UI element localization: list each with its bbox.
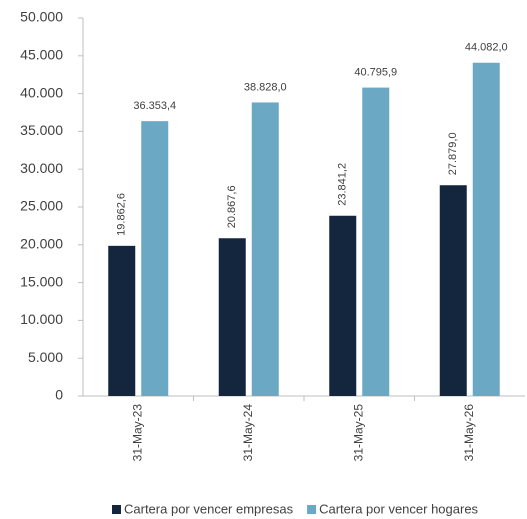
y-tick-label: 20.000 — [20, 236, 63, 252]
y-tick-label: 5.000 — [28, 349, 63, 365]
bar — [472, 62, 500, 396]
y-tick-label: 25.000 — [20, 198, 63, 214]
data-label: 27.879,0 — [447, 132, 459, 175]
data-label: 40.795,9 — [354, 66, 397, 78]
y-tick-label: 45.000 — [20, 47, 63, 63]
bar — [439, 185, 467, 396]
data-label: 19.862,6 — [116, 193, 128, 236]
bar — [141, 121, 169, 396]
x-tick-label: 31-May-26 — [462, 404, 476, 462]
x-tick-label: 31-May-25 — [351, 404, 365, 462]
data-label: 20.867,6 — [226, 185, 238, 228]
legend-label: Cartera por vencer empresas — [124, 501, 294, 516]
data-label: 23.841,2 — [337, 163, 349, 206]
bar — [362, 87, 390, 396]
y-tick-label: 40.000 — [20, 84, 63, 100]
legend-swatch — [112, 505, 121, 514]
bar — [218, 238, 246, 396]
y-tick-label: 15.000 — [20, 273, 63, 289]
data-label: 36.353,4 — [133, 100, 176, 112]
bar — [108, 245, 136, 396]
data-label: 44.082,0 — [465, 42, 508, 54]
x-tick-label: 31-May-23 — [130, 404, 144, 462]
y-tick-label: 35.000 — [20, 122, 63, 138]
legend-label: Cartera por vencer hogares — [319, 501, 478, 516]
data-label: 38.828,0 — [244, 81, 287, 93]
bar — [251, 102, 279, 396]
y-tick-label: 50.000 — [20, 9, 63, 25]
y-tick-label: 10.000 — [20, 311, 63, 327]
x-tick-label: 31-May-24 — [241, 404, 255, 462]
bar — [329, 215, 357, 396]
y-tick-label: 30.000 — [20, 160, 63, 176]
y-tick-label: 0 — [55, 387, 63, 403]
legend-swatch — [307, 505, 317, 514]
